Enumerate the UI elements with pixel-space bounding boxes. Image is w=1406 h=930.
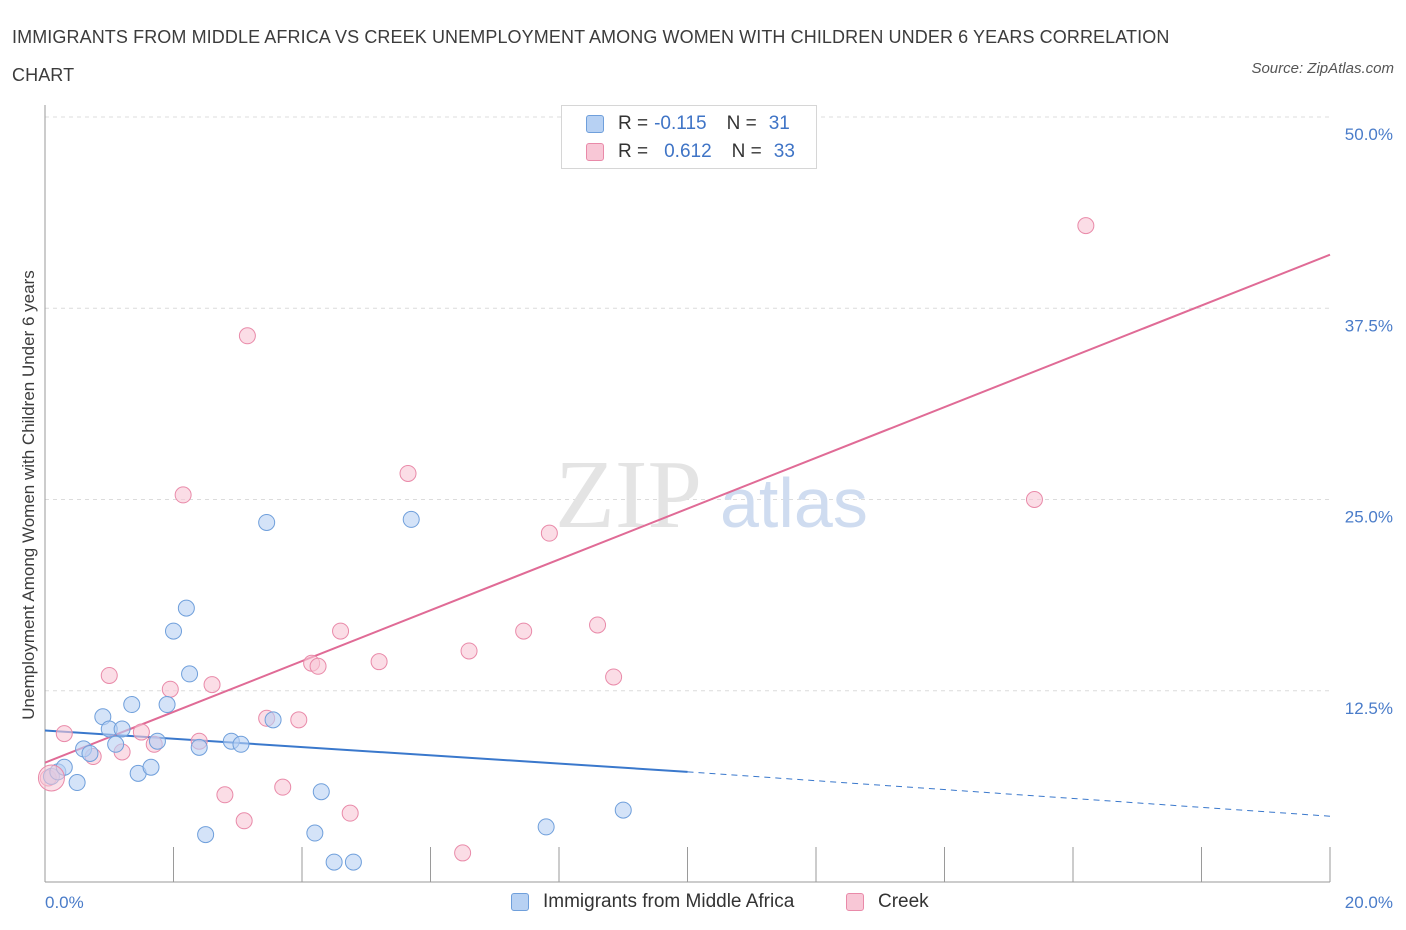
point-creek xyxy=(1077,217,1095,235)
point-creek xyxy=(399,464,417,482)
point-immigrants-middle-africa xyxy=(158,696,176,714)
point-creek xyxy=(370,653,388,671)
point-immigrants-middle-africa xyxy=(312,783,330,801)
legend-row-pink: R = 0.612 N = 33 xyxy=(586,139,795,165)
point-immigrants-middle-africa xyxy=(325,853,343,871)
point-creek xyxy=(540,524,558,542)
x-tick-label: 0.0% xyxy=(45,893,84,912)
point-creek xyxy=(454,844,472,862)
grid-lines xyxy=(45,116,1330,692)
y-tick-label: 25.0% xyxy=(1345,508,1393,527)
bottom-legend-label-pink: Creek xyxy=(878,891,929,912)
legend-r-label: R = xyxy=(618,141,649,162)
point-immigrants-middle-africa xyxy=(614,801,632,819)
point-creek xyxy=(1025,491,1043,508)
point-creek xyxy=(238,327,256,345)
y-tick-label: 12.5% xyxy=(1345,699,1393,718)
point-creek xyxy=(216,786,234,804)
bottom-legend-pink: Creek xyxy=(846,889,929,915)
bottom-legend-label-blue: Immigrants from Middle Africa xyxy=(543,891,795,912)
point-immigrants-middle-africa xyxy=(232,735,250,753)
legend-r-label: R = xyxy=(618,113,649,134)
point-immigrants-middle-africa xyxy=(537,818,555,836)
point-creek xyxy=(161,680,179,698)
point-immigrants-middle-africa xyxy=(68,774,86,792)
point-creek xyxy=(589,616,607,634)
point-cluster xyxy=(37,764,65,792)
point-creek xyxy=(203,676,221,694)
legend-n-value: 33 xyxy=(773,141,795,162)
legend-swatch-pink xyxy=(586,143,604,161)
bottom-legend-swatch-blue xyxy=(511,893,529,911)
point-immigrants-middle-africa xyxy=(306,824,324,842)
axes xyxy=(44,105,1331,883)
trend-line-blue-dashed xyxy=(687,771,1331,817)
point-creek xyxy=(309,657,327,675)
y-axis-label: Unemployment Among Women with Children U… xyxy=(19,270,38,719)
bottom-legend-swatch-pink xyxy=(846,893,864,911)
legend-swatch-blue xyxy=(586,115,604,133)
point-immigrants-middle-africa xyxy=(113,720,131,738)
point-creek xyxy=(341,804,359,822)
legend-r-value: -0.115 xyxy=(654,113,707,134)
legend-r-value: 0.612 xyxy=(664,141,712,162)
point-creek xyxy=(55,725,73,743)
point-creek xyxy=(100,666,118,684)
point-immigrants-middle-africa xyxy=(148,732,166,750)
trend-line-pink xyxy=(44,253,1331,764)
point-immigrants-middle-africa xyxy=(344,853,362,871)
point-immigrants-middle-africa xyxy=(190,738,208,756)
point-immigrants-middle-africa xyxy=(264,711,282,729)
y-tick-labels: 12.5% 25.0% 37.5% 50.0% xyxy=(1345,125,1393,718)
point-creek xyxy=(132,723,150,741)
point-immigrants-middle-africa xyxy=(165,622,182,640)
chart-title: IMMIGRANTS FROM MIDDLE AFRICA VS CREEK U… xyxy=(12,27,1170,85)
bottom-legend-blue: Immigrants from Middle Africa xyxy=(511,889,794,915)
legend-box: R = -0.115 N = 31 R = 0.612 N = 33 xyxy=(561,105,817,169)
point-creek xyxy=(460,642,478,660)
point-creek xyxy=(515,622,533,640)
data-points xyxy=(37,108,1095,871)
source-label: Source: ZipAtlas.com xyxy=(1251,60,1394,77)
point-creek xyxy=(174,486,192,504)
point-immigrants-middle-africa xyxy=(197,826,215,844)
x-tick-labels: 0.0% 20.0% xyxy=(45,893,1393,912)
point-immigrants-middle-africa xyxy=(107,735,125,753)
point-creek xyxy=(235,812,253,830)
x-tick-label: 20.0% xyxy=(1345,893,1393,912)
point-immigrants-middle-africa xyxy=(177,599,195,617)
y-tick-label: 37.5% xyxy=(1345,316,1393,335)
point-immigrants-middle-africa xyxy=(142,758,160,776)
point-immigrants-middle-africa xyxy=(402,510,420,528)
point-immigrants-middle-africa xyxy=(181,665,199,683)
point-creek xyxy=(290,711,308,729)
point-immigrants-middle-africa xyxy=(258,513,276,531)
point-creek xyxy=(332,622,350,640)
point-creek xyxy=(605,668,623,686)
watermark-atlas: atlas xyxy=(720,464,868,542)
legend-n-label: N = xyxy=(731,141,762,162)
legend-n-value: 31 xyxy=(768,113,790,134)
y-tick-label: 50.0% xyxy=(1345,125,1393,144)
legend-row-blue: R = -0.115 N = 31 xyxy=(586,111,790,137)
legend-n-label: N = xyxy=(726,113,757,134)
watermark: ZIP atlas xyxy=(555,441,868,549)
point-creek xyxy=(274,778,292,796)
point-immigrants-middle-africa xyxy=(81,744,99,762)
point-immigrants-middle-africa xyxy=(123,696,141,714)
